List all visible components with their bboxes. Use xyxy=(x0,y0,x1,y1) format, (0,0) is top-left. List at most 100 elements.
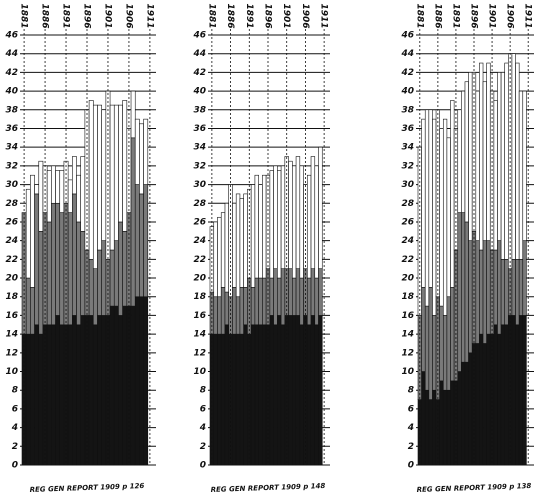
bar-segment xyxy=(46,170,52,223)
bar-segment xyxy=(508,268,513,316)
bar-segment xyxy=(464,221,469,363)
bar-segment xyxy=(457,371,462,466)
bar-segment xyxy=(101,240,107,316)
y-tick-label: 18 xyxy=(401,292,414,302)
bar-segment xyxy=(500,72,506,260)
bar-segment xyxy=(67,212,73,326)
bar-segment xyxy=(277,315,282,466)
bar-segment xyxy=(515,324,520,466)
bar-segment xyxy=(428,109,433,288)
bar-segment xyxy=(139,296,144,466)
bar-segment xyxy=(217,333,222,466)
bar-segment xyxy=(88,259,94,316)
bar-segment xyxy=(273,324,278,466)
bar-segment xyxy=(239,198,244,288)
bar-segment xyxy=(67,179,73,213)
bar-segment xyxy=(97,249,102,316)
y-tick-label: 2 xyxy=(200,442,206,452)
bar-segment xyxy=(446,137,451,298)
bar-segment xyxy=(273,268,278,326)
bar-segment xyxy=(220,212,226,288)
bar-segment xyxy=(432,389,437,466)
bar-segment xyxy=(457,109,462,213)
bar-segment xyxy=(130,90,136,139)
y-tick-label: 10 xyxy=(193,367,206,377)
bar-segment xyxy=(143,296,149,466)
x-tick-label: 1891 xyxy=(61,3,71,28)
bar-segment xyxy=(292,315,297,466)
bar-segment xyxy=(130,305,136,466)
y-tick-label: 34 xyxy=(193,143,206,153)
y-tick-label: 26 xyxy=(401,217,414,227)
bar-segment xyxy=(314,277,319,326)
x-tick-label: 1906 xyxy=(123,3,133,28)
bar-segment xyxy=(479,249,484,335)
bar-segment xyxy=(504,324,509,466)
bar-segment xyxy=(310,156,316,269)
bar-segment xyxy=(80,231,86,316)
bar-segment xyxy=(288,160,293,269)
y-tick-label: 38 xyxy=(193,105,206,115)
y-tick-label: 14 xyxy=(5,330,18,340)
bar-segment xyxy=(284,268,289,316)
bar-segment xyxy=(428,399,433,466)
bar-segment xyxy=(213,333,218,466)
bar-segment xyxy=(450,100,455,288)
bar-segment xyxy=(243,287,248,326)
y-tick-label: 16 xyxy=(5,311,18,321)
y-tick-label: 34 xyxy=(401,143,414,153)
y-tick-label: 26 xyxy=(193,217,206,227)
y-tick-label: 30 xyxy=(401,180,414,190)
x-tick-label: 1881 xyxy=(414,3,424,28)
bar-segment xyxy=(471,72,477,232)
bar-segment xyxy=(522,240,527,316)
bar-segment xyxy=(235,296,241,335)
bar-segment xyxy=(224,202,230,293)
bar-segment xyxy=(482,240,487,344)
bar-segment xyxy=(143,118,149,185)
bar-segment xyxy=(92,268,98,326)
bar-segment xyxy=(493,100,498,251)
bar-segment xyxy=(113,305,119,466)
bar-segment xyxy=(76,324,82,466)
bar-segment xyxy=(318,315,323,466)
bar-segment xyxy=(232,202,237,288)
bar-segment xyxy=(51,324,56,466)
y-tick-label: 32 xyxy=(401,161,414,171)
bar-segment xyxy=(243,193,248,288)
y-tick-label: 36 xyxy=(401,124,414,134)
y-tick-label: 26 xyxy=(5,217,18,227)
bar-segment xyxy=(113,104,119,241)
y-tick-label: 18 xyxy=(5,292,18,302)
y-tick-label: 20 xyxy=(401,274,414,284)
bar-segment xyxy=(442,389,448,466)
bar-segment xyxy=(511,53,516,260)
bar-segment xyxy=(518,90,524,260)
bar-segment xyxy=(224,324,230,466)
bar-segment xyxy=(239,287,244,335)
y-tick-label: 12 xyxy=(5,348,18,358)
y-tick-label: 32 xyxy=(193,161,206,171)
bar-segment xyxy=(439,305,444,382)
bar-segment xyxy=(468,72,473,241)
y-tick-label: 40 xyxy=(4,87,18,97)
bar-segment xyxy=(109,249,115,307)
bar-segment xyxy=(461,212,466,363)
bar-segment xyxy=(310,268,316,316)
y-tick-label: 14 xyxy=(401,330,414,340)
bar-segment xyxy=(292,277,297,316)
y-tick-label: 6 xyxy=(200,404,206,414)
y-tick-label: 6 xyxy=(12,404,18,414)
bar-segment xyxy=(30,174,35,288)
bar-segment xyxy=(105,259,111,316)
bar-segment xyxy=(446,296,451,391)
bar-segment xyxy=(254,324,259,466)
x-tick-label: 1901 xyxy=(487,3,497,28)
y-tick-label: 8 xyxy=(12,386,18,396)
bar-segment xyxy=(118,104,123,223)
bar-segment xyxy=(310,315,316,466)
bar-segment xyxy=(493,324,498,466)
y-tick-label: 0 xyxy=(408,461,414,471)
y-tick-label: 22 xyxy=(193,255,206,265)
bar-segment xyxy=(213,296,218,335)
